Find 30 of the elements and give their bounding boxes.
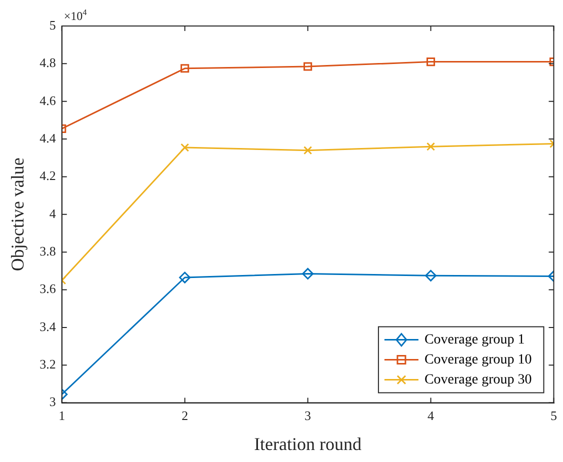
x-tick-label: 5	[550, 408, 557, 424]
x-tick-label: 2	[182, 408, 188, 424]
legend-label: Coverage group 30	[424, 372, 532, 388]
point	[180, 64, 190, 73]
point	[425, 270, 437, 282]
legend-label: Coverage group 1	[424, 332, 525, 348]
y-axis-title: Objective value	[8, 158, 28, 272]
point	[426, 142, 436, 151]
legend-label: Coverage group 10	[424, 352, 532, 368]
y-tick-label: 3.8	[40, 244, 56, 258]
y-tick-label: 4	[49, 206, 56, 221]
point	[426, 58, 436, 66]
point	[304, 62, 312, 71]
y-tick-label: 4.2	[40, 168, 56, 184]
y-tick-label: 5	[49, 17, 56, 32]
point	[179, 272, 191, 284]
point	[302, 268, 314, 280]
y-tick-label: 3.2	[40, 356, 56, 372]
y-tick-label: 4.6	[40, 92, 56, 108]
x-tick-label: 4	[428, 408, 435, 424]
y-tick-label: 4.8	[40, 55, 56, 70]
y-tick-label: 3.6	[40, 281, 56, 296]
x-axis-title: Iteration round	[254, 434, 362, 454]
x-tick-label: 3	[304, 408, 312, 424]
point	[180, 143, 190, 152]
point	[304, 146, 312, 155]
y-tick-label: 3.4	[40, 318, 56, 334]
x-tick-label: 1	[58, 408, 66, 424]
y-tick-label: 4.4	[40, 130, 56, 146]
y-tick-label: 3	[49, 394, 56, 410]
